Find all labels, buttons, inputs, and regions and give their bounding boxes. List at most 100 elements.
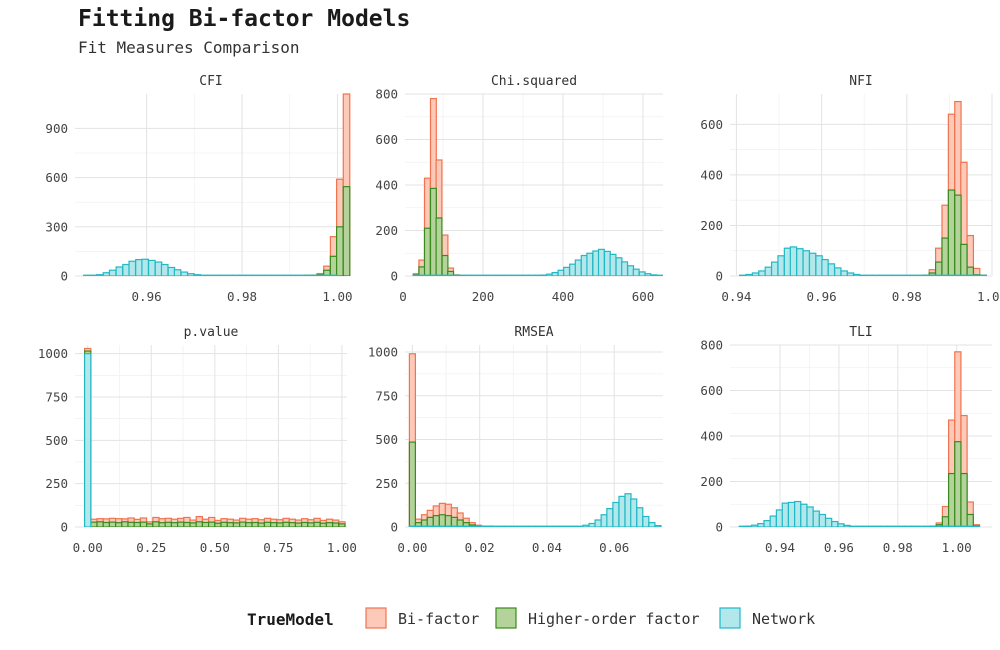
bar-network <box>979 274 987 276</box>
bar-network <box>636 507 644 527</box>
bar-network <box>972 525 981 527</box>
bar-network <box>923 525 931 527</box>
x-tick-label: 0.25 <box>136 540 166 555</box>
bar-network <box>444 525 452 527</box>
bar-network <box>316 274 325 276</box>
bar-network <box>934 274 943 276</box>
bar-higher-order-factor <box>139 521 148 527</box>
bar-higher-order-factor <box>201 521 210 527</box>
bar-network <box>429 274 437 276</box>
x-tick-label: 0.98 <box>892 289 922 304</box>
bar-bi-factor <box>408 353 416 527</box>
panel-title: RMSEA <box>514 325 553 340</box>
bar-network <box>511 274 519 276</box>
bar-network <box>903 274 911 276</box>
chart-title: Fitting Bi-factor Models <box>78 6 410 32</box>
bar-network <box>831 520 839 527</box>
x-tick-label: 0.96 <box>807 289 837 304</box>
bar-higher-order-factor <box>450 516 459 527</box>
bar-higher-order-factor <box>313 521 321 527</box>
y-tick-label: 400 <box>700 167 723 182</box>
bar-network <box>580 254 588 276</box>
bar-network <box>615 257 623 276</box>
bar-higher-order-factor <box>195 521 204 527</box>
x-tick-label: 0.98 <box>883 540 913 555</box>
bar-higher-order-factor <box>170 522 179 527</box>
bar-network <box>522 274 530 276</box>
y-tick-label: 0 <box>60 269 68 284</box>
bar-higher-order-factor <box>429 187 437 276</box>
bar-network <box>141 258 149 276</box>
bar-higher-order-factor <box>960 472 968 527</box>
bar-network <box>426 525 434 527</box>
chart-subtitle: Fit Measures Comparison <box>78 38 300 57</box>
bar-network <box>423 274 431 276</box>
bar-network <box>408 525 416 527</box>
x-tick-label: 1.00 <box>942 540 972 555</box>
bar-network <box>180 271 189 276</box>
bar-network <box>528 274 536 276</box>
y-tick-label: 0 <box>715 269 723 284</box>
bar-network <box>546 525 554 527</box>
y-tick-label: 400 <box>700 429 723 444</box>
x-tick-label: 1.00 <box>977 289 1000 304</box>
bar-network <box>558 525 566 527</box>
bar-network <box>650 274 658 276</box>
x-tick-label: 0 <box>399 289 407 304</box>
bar-higher-order-factor <box>127 521 135 527</box>
bar-higher-order-factor <box>954 441 962 527</box>
bar-higher-order-factor <box>177 521 185 527</box>
bar-higher-order-factor <box>276 522 284 527</box>
bar-network <box>115 266 124 276</box>
y-tick-label: 1000 <box>368 345 398 360</box>
bar-network <box>487 274 495 276</box>
y-tick-label: 600 <box>375 132 398 147</box>
bar-network <box>960 525 968 527</box>
bar-higher-order-factor <box>342 186 351 276</box>
bar-network <box>642 515 650 527</box>
bar-network <box>764 266 773 276</box>
bar-network <box>892 525 901 527</box>
y-tick-label: 0 <box>715 520 723 535</box>
bar-network <box>277 274 286 276</box>
bar-higher-order-factor <box>335 226 344 276</box>
bar-network <box>910 525 919 527</box>
bar-network <box>84 353 92 527</box>
bar-network <box>871 274 880 276</box>
bar-network <box>770 261 779 276</box>
legend-item-bi-factor: Bi-factor <box>365 607 479 629</box>
bar-network <box>758 270 766 276</box>
bar-network <box>493 274 501 276</box>
bar-higher-order-factor <box>444 515 452 527</box>
legend-title: TrueModel <box>247 610 334 629</box>
bar-network <box>516 525 524 527</box>
bar-network <box>808 252 817 276</box>
bar-network <box>834 267 842 276</box>
bar-network <box>815 255 823 276</box>
bar-higher-order-factor <box>189 522 197 527</box>
bar-network <box>859 274 867 276</box>
bar-higher-order-factor <box>934 261 943 276</box>
bar-network <box>470 274 478 276</box>
bar-network <box>545 273 553 276</box>
bar-network <box>160 263 169 276</box>
bar-network <box>456 525 464 527</box>
bar-network <box>600 514 608 527</box>
legend-swatch <box>719 607 741 629</box>
bar-network <box>438 525 446 527</box>
bar-higher-order-factor <box>108 521 117 527</box>
bar-higher-order-factor <box>941 516 950 527</box>
y-tick-label: 200 <box>700 474 723 489</box>
x-tick-label: 0.94 <box>765 540 795 555</box>
bar-network <box>539 274 547 276</box>
bar-network <box>655 274 663 276</box>
bar-higher-order-factor <box>441 254 449 276</box>
bar-network <box>594 519 602 527</box>
y-tick-label: 0 <box>390 269 398 284</box>
bar-network <box>458 274 466 276</box>
legend-label: Network <box>752 610 815 628</box>
bar-network <box>504 525 512 527</box>
bar-higher-order-factor <box>301 521 309 527</box>
panel-title: TLI <box>849 325 872 340</box>
